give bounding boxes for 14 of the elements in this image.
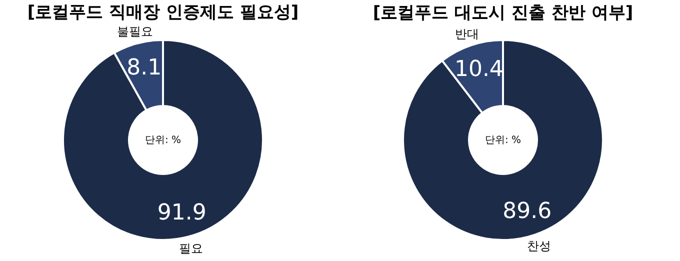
chart-title: [로컬푸드 대도시 진출 찬반 여부] [372, 3, 634, 23]
text: 단위: % [144, 135, 182, 146]
donut-slice [402, 39, 604, 241]
slice-label: 불필요 [116, 24, 153, 39]
slice-label: 반대 [455, 26, 480, 41]
data-label: 10.4 [454, 56, 504, 82]
data-label: 89.6 [502, 199, 552, 224]
slice-label: 필요 [179, 241, 204, 256]
data-label: 91.9 [157, 200, 206, 226]
chart-title: [로컬푸드 직매장 인증제도 필요성] [27, 2, 299, 23]
data-label: 8.1 [126, 55, 162, 80]
donut-slice [62, 39, 264, 241]
text: 단위: % [484, 135, 522, 146]
slice-label: 찬성 [526, 239, 551, 254]
